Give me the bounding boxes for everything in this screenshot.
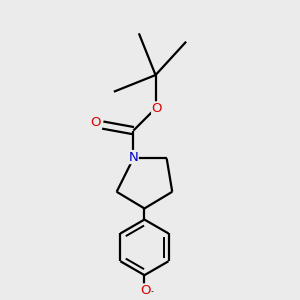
- Text: O: O: [91, 116, 101, 129]
- Text: O: O: [152, 102, 162, 115]
- Text: O: O: [141, 284, 151, 297]
- Text: N: N: [128, 151, 138, 164]
